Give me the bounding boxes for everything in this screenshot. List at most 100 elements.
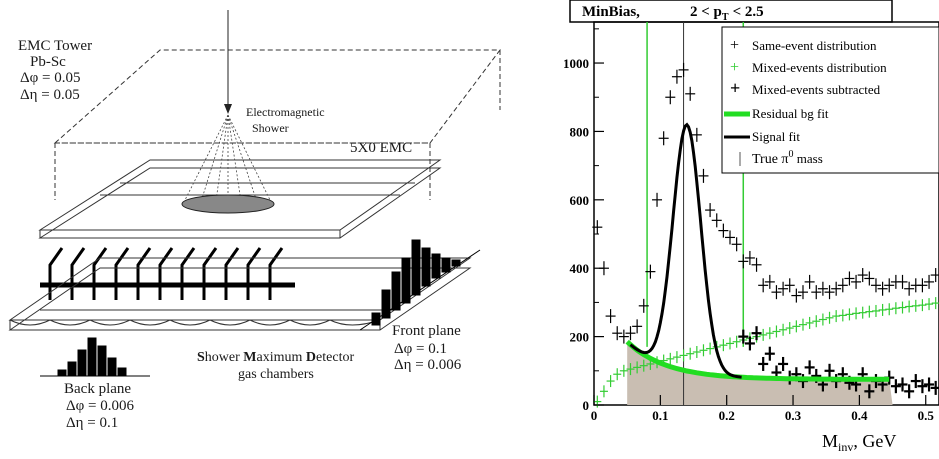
y-tick-label-4: 800 <box>570 124 590 139</box>
point-0-20 <box>725 230 736 245</box>
back-dphi: Δφ = 0.006 <box>66 398 135 414</box>
back-plane-histogram <box>40 337 150 377</box>
point-1-13 <box>679 349 688 362</box>
point-0-4 <box>618 329 629 344</box>
point-1-46 <box>898 301 907 314</box>
back-plane-label: Back plane <box>64 381 132 397</box>
shower-label-1: Electromagnetic <box>246 105 325 119</box>
point-1-15 <box>692 345 701 358</box>
point-0-51 <box>930 268 939 283</box>
residual-fill <box>627 341 893 405</box>
point-1-26 <box>765 327 774 340</box>
smd-gas-label: gas chambers <box>238 367 314 382</box>
point-2-6 <box>778 356 789 371</box>
point-0-44 <box>884 278 895 293</box>
point-0-30 <box>791 288 802 303</box>
residual-bg-curve <box>625 339 890 382</box>
title-sub: T <box>722 12 729 23</box>
point-1-44 <box>885 303 894 316</box>
title-right: 2 < pT < 2.5 <box>690 4 764 23</box>
legend: + Same-event distribution + Mixed-events… <box>721 26 939 174</box>
point-2-1 <box>744 336 755 351</box>
legend-mixed-marker: + <box>730 59 739 76</box>
point-0-27 <box>771 285 782 300</box>
emc-plate <box>38 159 442 239</box>
point-1-17 <box>706 342 715 355</box>
point-0-33 <box>811 285 822 300</box>
point-2-10 <box>804 360 815 375</box>
x-axis-label: Minv, GeV <box>822 431 896 454</box>
smd-fins <box>48 247 284 300</box>
point-1-12 <box>672 351 681 364</box>
point-1-33 <box>812 315 821 328</box>
point-0-29 <box>784 278 795 293</box>
front-plane-label: Front plane <box>392 323 461 339</box>
point-0-32 <box>804 274 815 289</box>
point-0-40 <box>857 268 868 283</box>
point-0-37 <box>837 278 848 293</box>
point-0-14 <box>685 86 696 101</box>
point-2-4 <box>764 346 775 361</box>
point-0-9 <box>652 192 663 207</box>
point-0-5 <box>625 326 636 341</box>
point-1-42 <box>871 304 880 317</box>
front-plane-histogram <box>359 239 481 331</box>
point-1-34 <box>818 313 827 326</box>
x-tick-label-2: 0.2 <box>719 408 735 423</box>
point-2-23 <box>890 379 901 394</box>
point-2-0 <box>738 329 749 344</box>
y-tick-label-1: 200 <box>570 330 590 345</box>
point-1-45 <box>891 302 900 315</box>
shower-footprint <box>181 194 275 214</box>
front-deta: Δη = 0.006 <box>394 357 462 373</box>
legend-true-mass: True π0 mass <box>752 149 823 167</box>
point-1-39 <box>852 307 861 320</box>
point-1-43 <box>878 303 887 316</box>
point-1-7 <box>639 359 648 372</box>
point-1-5 <box>626 363 635 376</box>
point-1-37 <box>838 309 847 322</box>
y-tick-label-0: 0 <box>583 398 590 413</box>
smd-label: Shower Maximum Detector <box>197 350 354 366</box>
point-0-25 <box>758 278 769 293</box>
point-0-47 <box>904 281 915 296</box>
point-1-28 <box>779 323 788 336</box>
point-1-50 <box>925 298 934 311</box>
point-2-13 <box>824 363 835 378</box>
legend-subtracted: Mixed-events subtracted <box>752 82 881 97</box>
title-end: < 2.5 <box>733 4 764 20</box>
point-1-1 <box>599 385 608 398</box>
point-0-43 <box>877 281 888 296</box>
point-1-14 <box>686 347 695 360</box>
signal-fit-curve <box>629 122 742 379</box>
point-1-36 <box>832 310 841 323</box>
legend-residual: Residual bg fit <box>752 106 829 121</box>
point-0-42 <box>870 278 881 293</box>
point-0-11 <box>665 90 676 105</box>
point-2-26 <box>910 374 921 389</box>
point-0-2 <box>605 309 616 324</box>
smd-b: aximum <box>256 350 306 365</box>
point-1-20 <box>726 337 735 350</box>
point-0-23 <box>744 250 755 265</box>
smd-d: D <box>305 350 317 365</box>
point-0-19 <box>718 223 729 238</box>
point-1-3 <box>613 368 622 381</box>
point-1-19 <box>719 339 728 352</box>
point-2-3 <box>758 356 769 371</box>
smd-m: M <box>243 350 257 365</box>
point-0-31 <box>797 285 808 300</box>
point-2-29 <box>930 380 939 395</box>
point-0-34 <box>817 281 828 296</box>
title-right-main: 2 < p <box>690 4 722 20</box>
shower-cone <box>184 114 271 209</box>
point-1-29 <box>785 322 794 335</box>
point-1-51 <box>931 297 939 310</box>
smd-chamber <box>8 257 472 331</box>
legend-sub-marker: + <box>730 78 740 98</box>
invariant-mass-chart: MinBias, 2 < pT < 2.5 0 200 400 600 800 1000 0 0… <box>540 0 939 454</box>
tower-deta: Δη = 0.05 <box>20 87 80 103</box>
point-0-38 <box>844 271 855 286</box>
point-2-2 <box>751 326 762 341</box>
point-1-32 <box>805 316 814 329</box>
